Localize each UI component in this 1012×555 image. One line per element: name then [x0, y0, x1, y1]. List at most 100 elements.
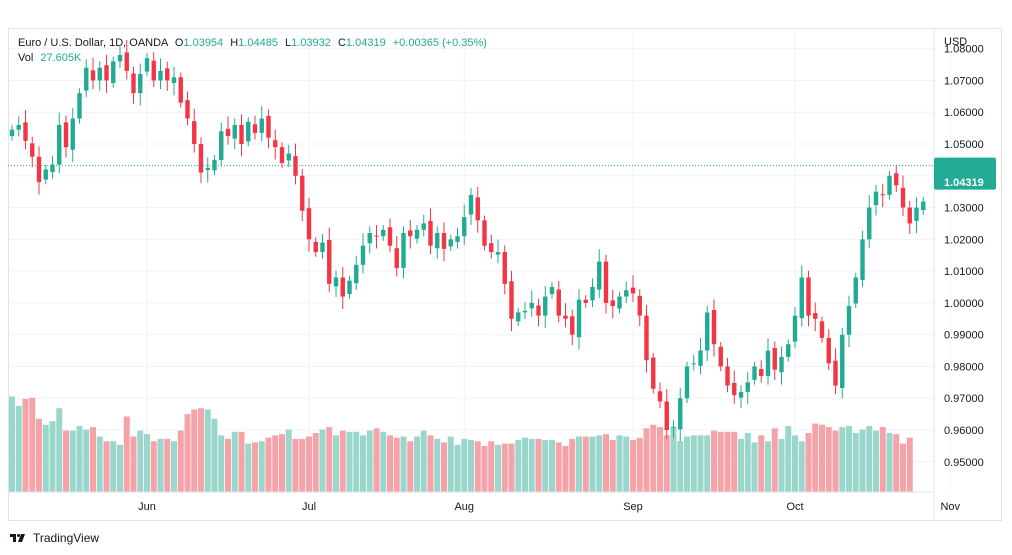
candle: [819, 316, 825, 343]
time-tick-label: Sep: [623, 501, 643, 513]
volume-bar: [785, 425, 792, 492]
candle: [462, 204, 467, 245]
volume-bar: [22, 398, 29, 492]
volume-bar: [83, 429, 90, 492]
candle-body: [124, 52, 129, 71]
open-value: 1.03954: [183, 37, 224, 49]
candle: [529, 290, 534, 317]
candle: [192, 108, 197, 153]
candle: [414, 225, 420, 244]
candle: [765, 338, 771, 385]
volume-bar: [299, 438, 306, 492]
candle-body: [259, 118, 264, 133]
volume-bar: [441, 442, 447, 492]
candle-body: [246, 121, 251, 142]
volume-bar: [839, 427, 846, 492]
volume-bar: [420, 430, 427, 492]
candle-body: [489, 243, 494, 253]
candle-body: [401, 232, 406, 268]
candle-body: [516, 312, 521, 322]
candle: [880, 183, 885, 208]
legend: Euro / U.S. Dollar, 1D, OANDA O1.03954 H…: [18, 36, 487, 66]
candle: [779, 346, 784, 385]
volume-bar: [400, 436, 407, 492]
volume-bar: [636, 437, 643, 492]
candle-body: [529, 302, 534, 309]
price-tick-label: 0.95000: [944, 457, 984, 469]
candle-body: [914, 207, 919, 221]
change-value: +0.00365 (+0.35%): [392, 37, 487, 49]
candle-body: [732, 382, 737, 396]
ohlc-row: Euro / U.S. Dollar, 1D, OANDA O1.03954 H…: [18, 36, 487, 51]
candle-body: [273, 140, 278, 148]
volume-bar: [576, 436, 582, 492]
volume-bar: [461, 438, 468, 492]
candle: [30, 136, 35, 168]
time-tick-label: Nov: [940, 501, 960, 513]
candle-body: [867, 207, 872, 240]
volume-bar: [879, 427, 886, 492]
volume-bar: [744, 433, 751, 492]
candle: [792, 307, 798, 349]
price-axis[interactable]: 0.95000 0.96000 0.97000 0.98000 0.99000 1.000…: [944, 44, 984, 469]
candle-body: [333, 277, 339, 287]
candle: [806, 270, 811, 327]
candle: [833, 348, 838, 395]
candle-body: [826, 337, 831, 364]
candle: [84, 59, 89, 98]
volume-bar: [609, 440, 616, 492]
candle-body: [556, 289, 561, 316]
tradingview-logo-icon[interactable]: [10, 532, 28, 544]
candles: [9, 40, 926, 442]
volume-bar: [96, 436, 103, 492]
volume-bar: [326, 427, 333, 492]
candle-body: [880, 194, 885, 196]
candle: [556, 280, 561, 323]
candle-body: [664, 401, 669, 431]
close-value: 1.04319: [345, 37, 386, 49]
candle-body: [266, 116, 271, 138]
volume-bar: [15, 405, 22, 492]
candle-body: [509, 281, 514, 319]
candle-body: [414, 229, 420, 239]
volume-bar: [717, 431, 724, 492]
candle: [495, 239, 501, 264]
candle-body: [327, 239, 332, 284]
candle-body: [468, 194, 474, 215]
time-axis[interactable]: Jun Jul Aug Sep Oct Nov: [138, 501, 960, 513]
candle-body: [698, 350, 703, 366]
candle: [637, 289, 642, 327]
candle: [900, 175, 906, 217]
candle-body: [340, 277, 345, 297]
candle-body: [576, 299, 582, 338]
candle: [90, 57, 96, 90]
candle-body: [495, 252, 501, 255]
symbol-label[interactable]: Euro / U.S. Dollar, 1D, OANDA: [18, 37, 168, 49]
candle-body: [752, 366, 757, 380]
candle: [610, 289, 615, 319]
candle-body: [111, 61, 116, 83]
chart-frame[interactable]: [8, 28, 1002, 521]
volume-bar: [225, 438, 231, 492]
candle: [23, 109, 28, 150]
last-price-badge-bg: [934, 157, 996, 190]
volume-bar: [76, 425, 83, 492]
volume-bar: [258, 441, 265, 492]
last-price-value: 1.04319: [944, 177, 984, 189]
volume-label[interactable]: Vol: [18, 52, 34, 64]
grid-lines: [8, 28, 951, 492]
candle-body: [765, 350, 771, 376]
currency-label: USD: [944, 36, 967, 48]
brand-name[interactable]: TradingView: [33, 531, 100, 545]
candle-body: [441, 232, 447, 249]
candle: [252, 115, 258, 140]
volume-bar: [501, 443, 508, 492]
price-tick-label: 1.01000: [944, 266, 984, 278]
volume-bar: [616, 435, 623, 492]
candle-body: [813, 313, 818, 319]
candle-body: [367, 232, 372, 244]
volume-bar: [393, 437, 400, 492]
candle-body: [846, 306, 852, 335]
candle-body: [887, 175, 892, 195]
